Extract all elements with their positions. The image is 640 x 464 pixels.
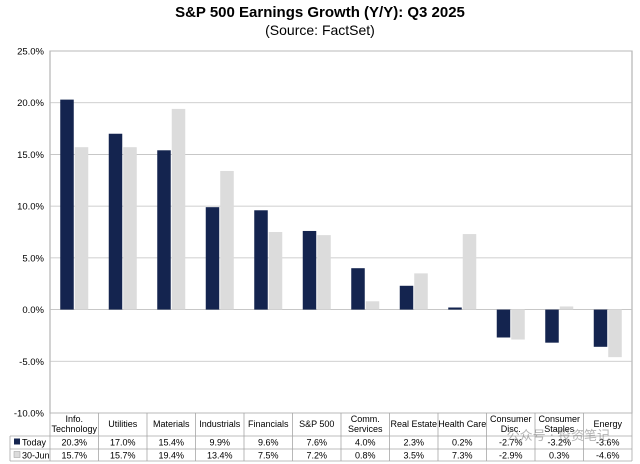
- data-label: 0.3%: [549, 451, 570, 461]
- data-label: 15.7%: [110, 451, 136, 461]
- y-tick-label: 0.0%: [22, 305, 44, 316]
- data-label: 7.6%: [306, 438, 327, 448]
- category-label: Financials: [248, 419, 289, 429]
- data-label: 20.3%: [61, 438, 87, 448]
- watermark: 公众号 · 投资笔记: [506, 429, 610, 444]
- y-tick-label: 15.0%: [17, 150, 44, 161]
- y-tick-label: 20.0%: [17, 98, 44, 109]
- data-label: 15.7%: [61, 451, 87, 461]
- data-label: 17.0%: [110, 438, 136, 448]
- category-label: Energy: [593, 419, 622, 429]
- bar-today: [593, 309, 608, 347]
- bar-today: [157, 150, 171, 310]
- data-label: 9.6%: [258, 438, 279, 448]
- category-label: Industrials: [199, 419, 241, 429]
- category-label: Staples: [544, 424, 575, 434]
- category-label: Health Care: [438, 419, 486, 429]
- bar-30-jun: [171, 108, 186, 310]
- category-label: Disc.: [501, 424, 521, 434]
- chart-subtitle: (Source: FactSet): [265, 22, 375, 38]
- y-tick-label: 10.0%: [17, 202, 44, 213]
- bar-today: [60, 99, 74, 310]
- bar-today: [399, 285, 414, 310]
- data-label: 0.8%: [355, 451, 376, 461]
- data-label: -2.9%: [499, 451, 523, 461]
- bar-today: [351, 268, 365, 310]
- category-label: Technology: [51, 424, 97, 434]
- data-label: -2.7%: [499, 438, 523, 448]
- legend-label: Today: [22, 438, 47, 448]
- bar-30-jun: [608, 309, 622, 358]
- data-label: 19.4%: [158, 451, 184, 461]
- y-tick-label: -5.0%: [19, 357, 44, 368]
- category-label: S&P 500: [299, 419, 334, 429]
- data-label: -3.6%: [596, 438, 620, 448]
- data-label: -3.2%: [547, 438, 571, 448]
- data-label: 4.0%: [355, 438, 376, 448]
- data-label: 7.3%: [452, 451, 473, 461]
- plot-area-border: [49, 50, 633, 414]
- bar-30-jun: [365, 301, 380, 310]
- bar-30-jun: [462, 234, 477, 310]
- legend-key: [14, 438, 20, 445]
- bar-30-jun: [317, 235, 331, 310]
- category-label: Real Estate: [390, 419, 437, 429]
- data-label: 7.5%: [258, 451, 279, 461]
- bar-today: [205, 207, 220, 310]
- bar-30-jun: [414, 273, 428, 310]
- bar-today: [254, 210, 268, 310]
- bar-30-jun: [74, 147, 89, 310]
- category-label: Utilities: [108, 419, 138, 429]
- chart-title: S&P 500 Earnings Growth (Y/Y): Q3 2025: [175, 4, 465, 21]
- y-tick-label: 5.0%: [22, 253, 44, 264]
- category-label: Consumer: [490, 414, 532, 424]
- data-label: 2.3%: [403, 438, 424, 448]
- category-label: Comm.: [351, 414, 380, 424]
- category-label: Consumer: [538, 414, 580, 424]
- data-label: 15.4%: [158, 438, 184, 448]
- bar-30-jun: [559, 306, 574, 310]
- category-label: Info.: [65, 414, 83, 424]
- legend-label: 30-Jun: [22, 451, 50, 461]
- bar-today: [448, 307, 462, 310]
- bar-today: [302, 230, 317, 310]
- y-tick-label: 25.0%: [17, 47, 44, 58]
- bar-today: [108, 133, 123, 310]
- data-label: 9.9%: [209, 438, 230, 448]
- legend-key: [13, 451, 21, 458]
- category-label: Materials: [153, 419, 190, 429]
- data-label: 0.2%: [452, 438, 473, 448]
- bar-30-jun: [268, 232, 283, 310]
- data-label: 13.4%: [207, 451, 233, 461]
- bar-today: [545, 309, 559, 343]
- bar-30-jun: [511, 309, 525, 340]
- data-label: 3.5%: [403, 451, 424, 461]
- bar-30-jun: [220, 170, 234, 310]
- y-tick-label: -10.0%: [14, 409, 45, 420]
- category-label: Services: [348, 424, 383, 434]
- data-label: -4.6%: [596, 451, 620, 461]
- data-label: 7.2%: [306, 451, 327, 461]
- bar-today: [496, 309, 511, 338]
- bar-30-jun: [123, 147, 137, 310]
